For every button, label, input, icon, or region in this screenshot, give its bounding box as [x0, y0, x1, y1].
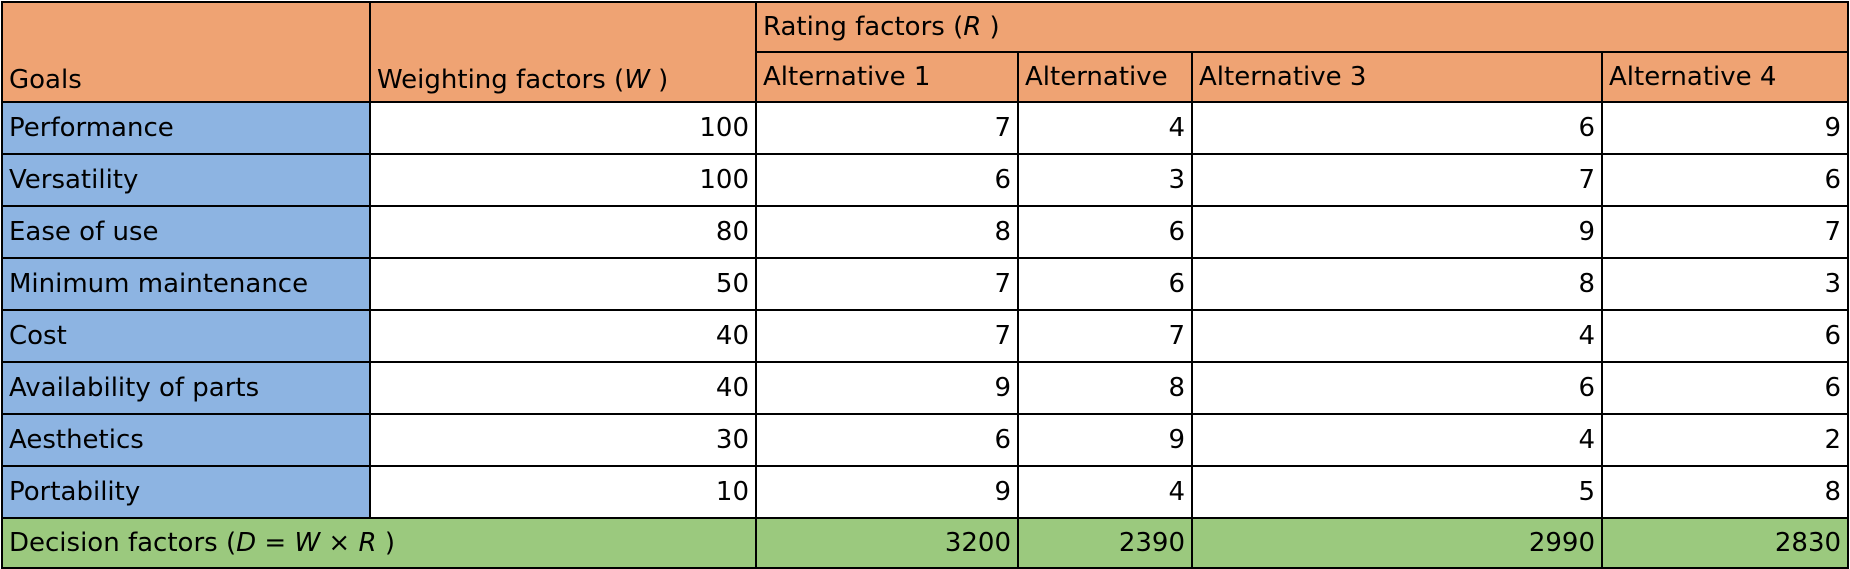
table-row: Minimum maintenance 50 7 6 8 3: [1, 257, 1850, 311]
rating-cell: 6: [1600, 309, 1850, 363]
rating-cell: 6: [755, 413, 1019, 467]
goal-cell: Versatility: [1, 153, 371, 207]
decision-label-r: R: [358, 528, 377, 558]
rating-cell: 9: [1191, 205, 1603, 259]
rating-cell: 7: [1017, 309, 1193, 363]
rating-cell: 3: [1017, 153, 1193, 207]
rating-header: Rating factors (R ): [754, 1, 1850, 53]
goals-header: Goals: [1, 1, 371, 103]
alternative-3-header: Alternative 3: [1191, 51, 1603, 103]
rating-cell: 6: [1600, 361, 1850, 415]
rating-cell: 7: [1191, 153, 1603, 207]
weight-cell: 30: [369, 413, 757, 467]
rating-cell: 6: [1191, 361, 1603, 415]
rating-cell: 3: [1600, 257, 1850, 311]
weight-cell: 40: [369, 309, 757, 363]
rating-cell: 6: [1017, 205, 1193, 259]
rating-cell: 4: [1191, 413, 1603, 467]
rating-cell: 7: [755, 101, 1019, 155]
decision-label-eq: =: [256, 528, 295, 558]
table-row: Versatility 100 6 3 7 6: [1, 153, 1850, 207]
header-row-alternatives: Alternative 1 Alternative Alternative 3 …: [2, 51, 1850, 103]
rating-cell: 6: [1600, 153, 1850, 207]
rating-cell: 6: [755, 153, 1019, 207]
decision-label-times: ×: [320, 528, 359, 558]
rating-cell: 7: [755, 309, 1019, 363]
rating-cell: 8: [1017, 361, 1193, 415]
alternative-1-header: Alternative 1: [755, 51, 1019, 103]
rating-cell: 9: [755, 361, 1019, 415]
weight-cell: 100: [369, 153, 757, 207]
rating-cell: 4: [1191, 309, 1603, 363]
decision-factor-cell: 2390: [1017, 517, 1193, 569]
goal-cell: Cost: [1, 309, 371, 363]
goals-header-label: Goals: [9, 65, 82, 95]
goal-cell: Aesthetics: [1, 413, 371, 467]
table-row: Cost 40 7 7 4 6: [1, 309, 1850, 363]
alternative-2-header: Alternative: [1017, 51, 1193, 103]
rating-cell: 8: [1191, 257, 1603, 311]
rating-cell: 8: [755, 205, 1019, 259]
decision-factors-row: Decision factors (D = W × R ) 3200 2390 …: [1, 517, 1850, 569]
weighting-header: Weighting factors (W ): [369, 1, 757, 103]
weighting-header-prefix: Weighting factors (: [377, 65, 625, 95]
table-row: Ease of use 80 8 6 9 7: [1, 205, 1850, 259]
rating-cell: 9: [1017, 413, 1193, 467]
goal-cell: Ease of use: [1, 205, 371, 259]
rating-header-suffix: ): [981, 12, 1000, 42]
rating-header-var: R: [963, 12, 982, 42]
decision-label-w: W: [294, 528, 321, 558]
goal-cell: Minimum maintenance: [1, 257, 371, 311]
weight-cell: 10: [369, 465, 757, 519]
decision-label-prefix: Decision factors (: [9, 528, 237, 558]
table-row: Portability 10 9 4 5 8: [1, 465, 1850, 519]
weight-cell: 80: [369, 205, 757, 259]
rating-header-prefix: Rating factors (: [763, 12, 964, 42]
table-row: Performance 100 7 4 6 9: [1, 101, 1850, 155]
rating-cell: 4: [1017, 465, 1193, 519]
decision-factor-cell: 2990: [1191, 517, 1603, 569]
decision-factor-cell: 2830: [1600, 517, 1850, 569]
weighting-header-var: W: [624, 65, 650, 95]
weight-cell: 100: [369, 101, 757, 155]
decision-label-suffix: ): [376, 528, 395, 558]
rating-cell: 7: [755, 257, 1019, 311]
table-row: Availability of parts 40 9 8 6 6: [1, 361, 1850, 415]
decision-factors-label: Decision factors (D = W × R ): [1, 517, 757, 569]
weighting-header-suffix: ): [649, 65, 669, 95]
decision-label-d: D: [236, 528, 257, 558]
header-row-top: Goals Weighting factors (W ) Rating fact…: [1, 1, 1850, 103]
rating-cell: 4: [1017, 101, 1193, 155]
rating-cell: 6: [1191, 101, 1603, 155]
alternative-4-header: Alternative 4: [1600, 51, 1850, 103]
rating-cell: 2: [1600, 413, 1850, 467]
rating-cell: 5: [1191, 465, 1603, 519]
rating-cell: 9: [755, 465, 1019, 519]
goal-cell: Performance: [1, 101, 371, 155]
goal-cell: Availability of parts: [1, 361, 371, 415]
decision-factor-cell: 3200: [755, 517, 1019, 569]
weight-cell: 40: [369, 361, 757, 415]
table-row: Aesthetics 30 6 9 4 2: [1, 413, 1850, 467]
weight-cell: 50: [369, 257, 757, 311]
rating-cell: 8: [1600, 465, 1850, 519]
goal-cell: Portability: [1, 465, 371, 519]
rating-cell: 6: [1017, 257, 1193, 311]
rating-cell: 7: [1600, 205, 1850, 259]
rating-cell: 9: [1600, 101, 1850, 155]
